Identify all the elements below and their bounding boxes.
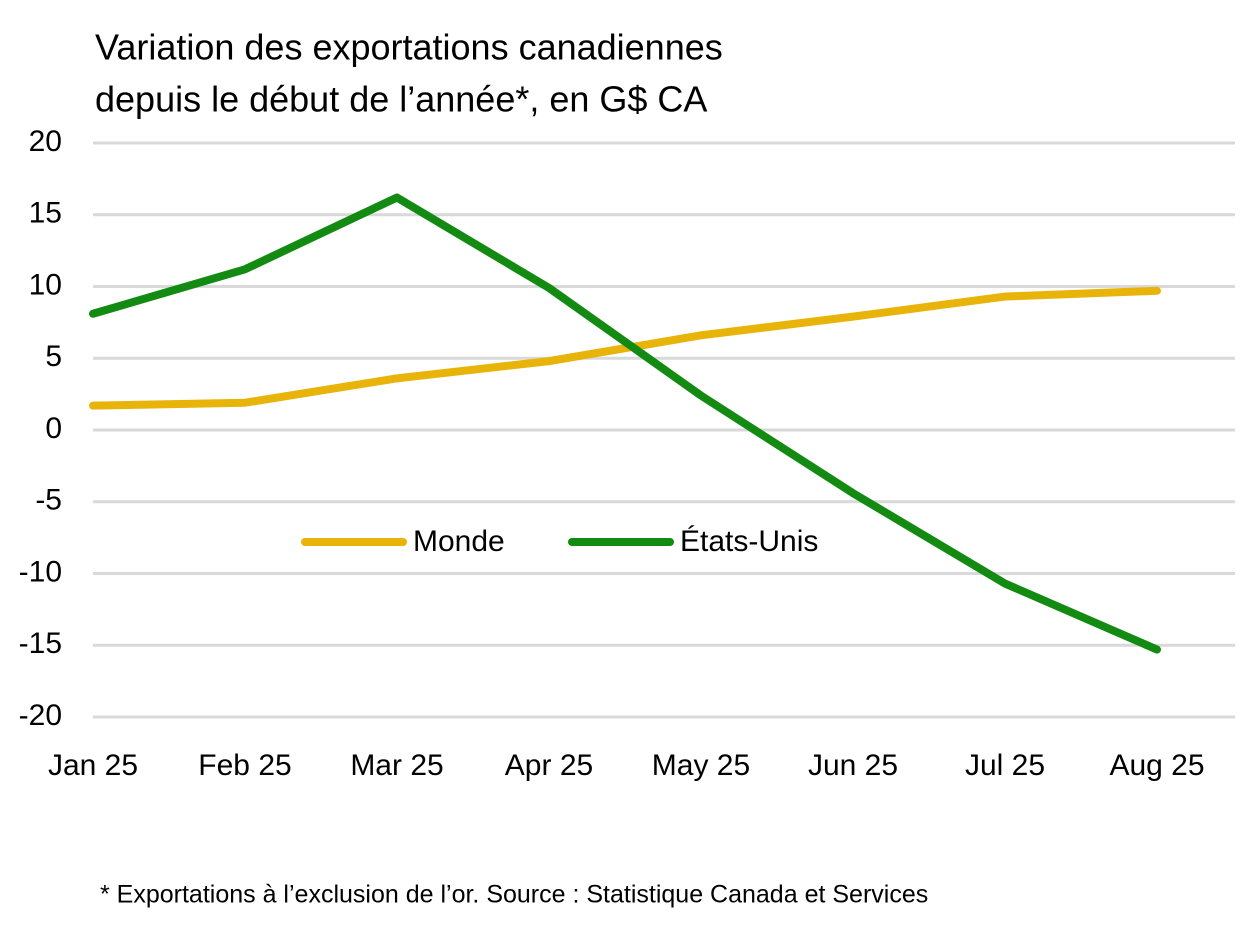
footnote: * Exportations à l’exclusion de l’or. So… — [100, 881, 928, 909]
x-tick-label: Jun 25 — [808, 749, 898, 782]
x-tick-label: Jul 25 — [965, 749, 1045, 782]
y-tick-label: 5 — [45, 340, 62, 373]
x-tick-label: Apr 25 — [505, 749, 593, 782]
series-line — [89, 286, 1161, 410]
x-tick-label: May 25 — [652, 749, 750, 782]
chart-title: Variation des exportations canadiennes — [95, 27, 723, 68]
legend-label: Monde — [413, 525, 505, 558]
y-tick-label: 20 — [29, 125, 62, 158]
chart-title: depuis le début de l’année*, en G$ CA — [95, 79, 707, 120]
y-tick-label: -20 — [19, 699, 62, 732]
x-tick-label: Aug 25 — [1109, 749, 1204, 782]
y-tick-label: -10 — [19, 555, 62, 588]
x-tick-label: Jan 25 — [48, 749, 138, 782]
y-tick-label: 0 — [45, 412, 62, 445]
y-tick-label: -15 — [19, 627, 62, 660]
series-line — [89, 193, 1161, 654]
legend-label: États-Unis — [680, 525, 818, 558]
x-tick-label: Mar 25 — [350, 749, 443, 782]
x-tick-label: Feb 25 — [198, 749, 291, 782]
y-tick-label: 10 — [29, 268, 62, 301]
y-tick-label: -5 — [35, 484, 62, 517]
y-tick-label: 15 — [29, 197, 62, 230]
